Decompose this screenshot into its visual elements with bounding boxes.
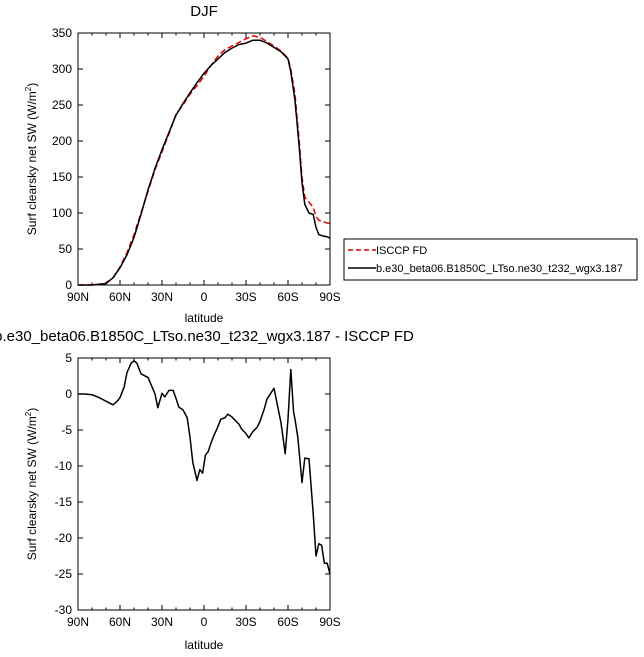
y-tick-label: 300 [52,62,72,76]
series-line [78,39,331,286]
x-tick-label: 60N [109,615,131,629]
y-tick-label: 150 [52,170,72,184]
y-tick-label: 350 [52,26,72,40]
x-axis-label: latitude [185,638,224,652]
legend-box [343,238,638,281]
y-tick-label: -15 [55,495,73,509]
x-tick-label: 60N [109,290,131,304]
legend-entry-label: ISCCP FD [376,245,427,257]
x-tick-label: 60S [277,615,298,629]
series-line [78,360,331,575]
x-tick-label: 90N [67,290,89,304]
x-tick-label: 30S [235,615,256,629]
x-tick-label: 30N [151,615,173,629]
x-axis-label: latitude [185,311,224,325]
bottom-panel-difference-chart: b.e30_beta06.B1850C_LTso.ne30_t232_wgx3.… [0,328,414,652]
y-tick-label: 100 [52,206,72,220]
y-tick-label: 50 [59,242,73,256]
x-tick-label: 0 [201,290,208,304]
y-tick-label: 200 [52,134,72,148]
y-tick-label: -20 [55,531,73,545]
plot-frame [77,32,331,286]
x-tick-label: 60S [277,290,298,304]
x-tick-label: 30N [151,290,173,304]
chart-title: b.e30_beta06.B1850C_LTso.ne30_t232_wgx3.… [0,328,414,345]
x-tick-label: 90S [319,290,340,304]
y-tick-label: 0 [65,387,72,401]
series-line [78,35,330,286]
y-tick-label: -10 [55,459,73,473]
top-panel-djf-chart: DJF 90N 60N 30N 0 30S 60S 90S 0 50 100 150 200 250 300… [24,3,341,325]
y-tick-label: -25 [55,567,73,581]
y-tick-label: 5 [65,351,72,365]
x-tick-label: 30S [235,290,256,304]
x-tick-label: 90S [319,615,340,629]
x-tick-label: 90N [67,615,89,629]
x-tick-label: 0 [201,615,208,629]
y-tick-label: -5 [61,423,72,437]
y-axis-label: Surf clearsky net SW (W/m2) [24,408,39,560]
y-tick-label: 250 [52,98,72,112]
legend: ISCCP FD b.e30_beta06.B1850C_LTso.ne30_t2… [343,238,638,281]
y-tick-label: -30 [55,603,73,617]
y-axis-label: Surf clearsky net SW (W/m2) [24,83,39,235]
legend-entry-label: b.e30_beta06.B1850C_LTso.ne30_t232_wgx3.… [376,263,623,275]
y-tick-label: 0 [65,278,72,292]
chart-title: DJF [190,3,218,20]
